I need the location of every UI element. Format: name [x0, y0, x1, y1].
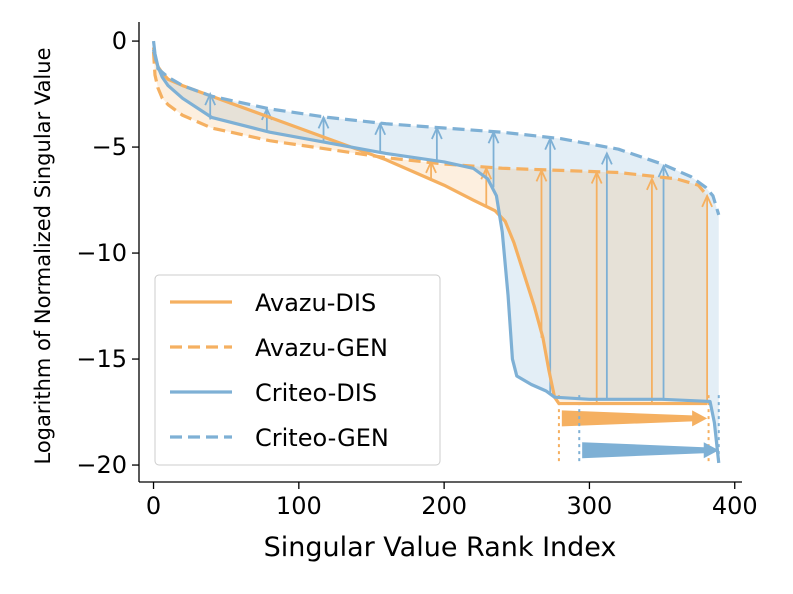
legend-item-criteo-gen: Criteo-GEN	[170, 424, 389, 452]
series-line-avazu-gen	[151, 51, 709, 197]
criteo-gap-fill	[153, 41, 719, 463]
avazu-right-arrow-shape	[561, 410, 708, 427]
criteo-right-arrow-shape	[582, 442, 719, 459]
x-tick-label: 200	[421, 492, 467, 520]
series-line-criteo-dis	[151, 40, 721, 464]
y-tick-label: −10	[76, 239, 127, 267]
series-lines	[151, 40, 721, 464]
legend-item-avazu-dis: Avazu-DIS	[170, 289, 376, 317]
x-tick-label: 100	[276, 492, 322, 520]
tick-marks: 0 100 200 300 400 0 −5 −10 −15 −20	[76, 27, 757, 520]
axes	[138, 22, 742, 483]
legend-item-avazu-gen: Avazu-GEN	[170, 334, 388, 362]
avazu-up-arrow	[701, 193, 713, 404]
x-tick-label: 300	[567, 492, 613, 520]
x-axis-title: Singular Value Rank Index	[264, 532, 617, 563]
legend-label: Criteo-GEN	[255, 424, 389, 452]
criteo-up-arrow	[601, 151, 613, 400]
legend-label: Avazu-DIS	[255, 289, 376, 317]
criteo-up-arrow	[657, 163, 670, 400]
y-tick-label: 0	[112, 27, 127, 55]
y-axis-title: Logarithm of Normalized Singular Value	[31, 48, 55, 465]
series-line-criteo-gen	[151, 49, 721, 216]
legend: Avazu-DIS Avazu-GEN Criteo-DIS Criteo-GEN	[154, 274, 441, 466]
criteo-right-arrow	[578, 395, 720, 466]
y-tick-label: −20	[76, 451, 127, 479]
criteo-up-arrow	[374, 121, 387, 154]
y-tick-label: −5	[92, 133, 127, 161]
x-tick-label: 0	[146, 492, 161, 520]
x-tick-label: 400	[712, 492, 758, 520]
legend-label: Criteo-DIS	[255, 379, 377, 407]
y-tick-label: −15	[76, 345, 127, 373]
legend-box	[154, 274, 441, 466]
avazu-up-arrow	[646, 176, 658, 404]
legend-item-criteo-dis: Criteo-DIS	[170, 379, 377, 407]
legend-label: Avazu-GEN	[255, 334, 388, 362]
